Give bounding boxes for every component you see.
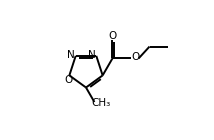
- Text: N: N: [67, 50, 75, 60]
- Text: CH₃: CH₃: [92, 98, 111, 108]
- Text: N: N: [89, 50, 96, 60]
- Text: O: O: [131, 52, 140, 62]
- Text: O: O: [108, 31, 117, 41]
- Text: O: O: [65, 75, 73, 85]
